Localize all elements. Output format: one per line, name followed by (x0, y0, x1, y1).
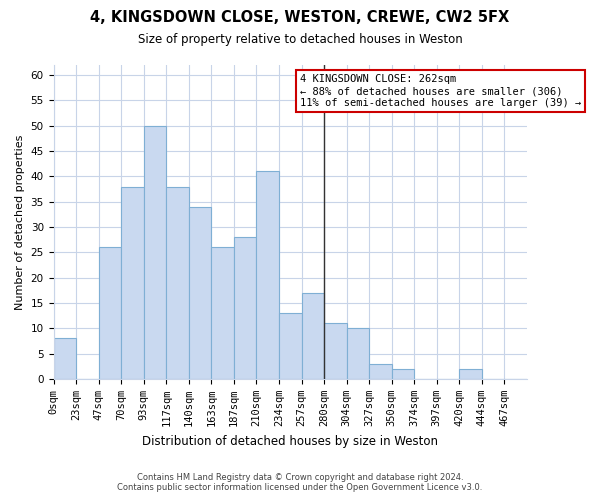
Text: 4 KINGSDOWN CLOSE: 262sqm
← 88% of detached houses are smaller (306)
11% of semi: 4 KINGSDOWN CLOSE: 262sqm ← 88% of detac… (300, 74, 581, 108)
X-axis label: Distribution of detached houses by size in Weston: Distribution of detached houses by size … (142, 434, 438, 448)
Bar (98, 248, 121, 379)
Bar (279, 313, 302, 379)
Bar (347, 328, 369, 379)
Text: Size of property relative to detached houses in Weston: Size of property relative to detached ho… (137, 32, 463, 46)
Text: Contains HM Land Registry data © Crown copyright and database right 2024.
Contai: Contains HM Land Registry data © Crown c… (118, 473, 482, 492)
Bar (189, 207, 211, 379)
Bar (166, 186, 189, 379)
Bar (256, 172, 279, 379)
Bar (211, 248, 234, 379)
Bar (460, 369, 482, 379)
Bar (121, 186, 144, 379)
Text: 4, KINGSDOWN CLOSE, WESTON, CREWE, CW2 5FX: 4, KINGSDOWN CLOSE, WESTON, CREWE, CW2 5… (91, 10, 509, 25)
Bar (392, 369, 414, 379)
Bar (53, 338, 76, 379)
Bar (144, 126, 166, 379)
Y-axis label: Number of detached properties: Number of detached properties (15, 134, 25, 310)
Bar (302, 293, 324, 379)
Bar (234, 237, 256, 379)
Bar (324, 323, 347, 379)
Bar (369, 364, 392, 379)
